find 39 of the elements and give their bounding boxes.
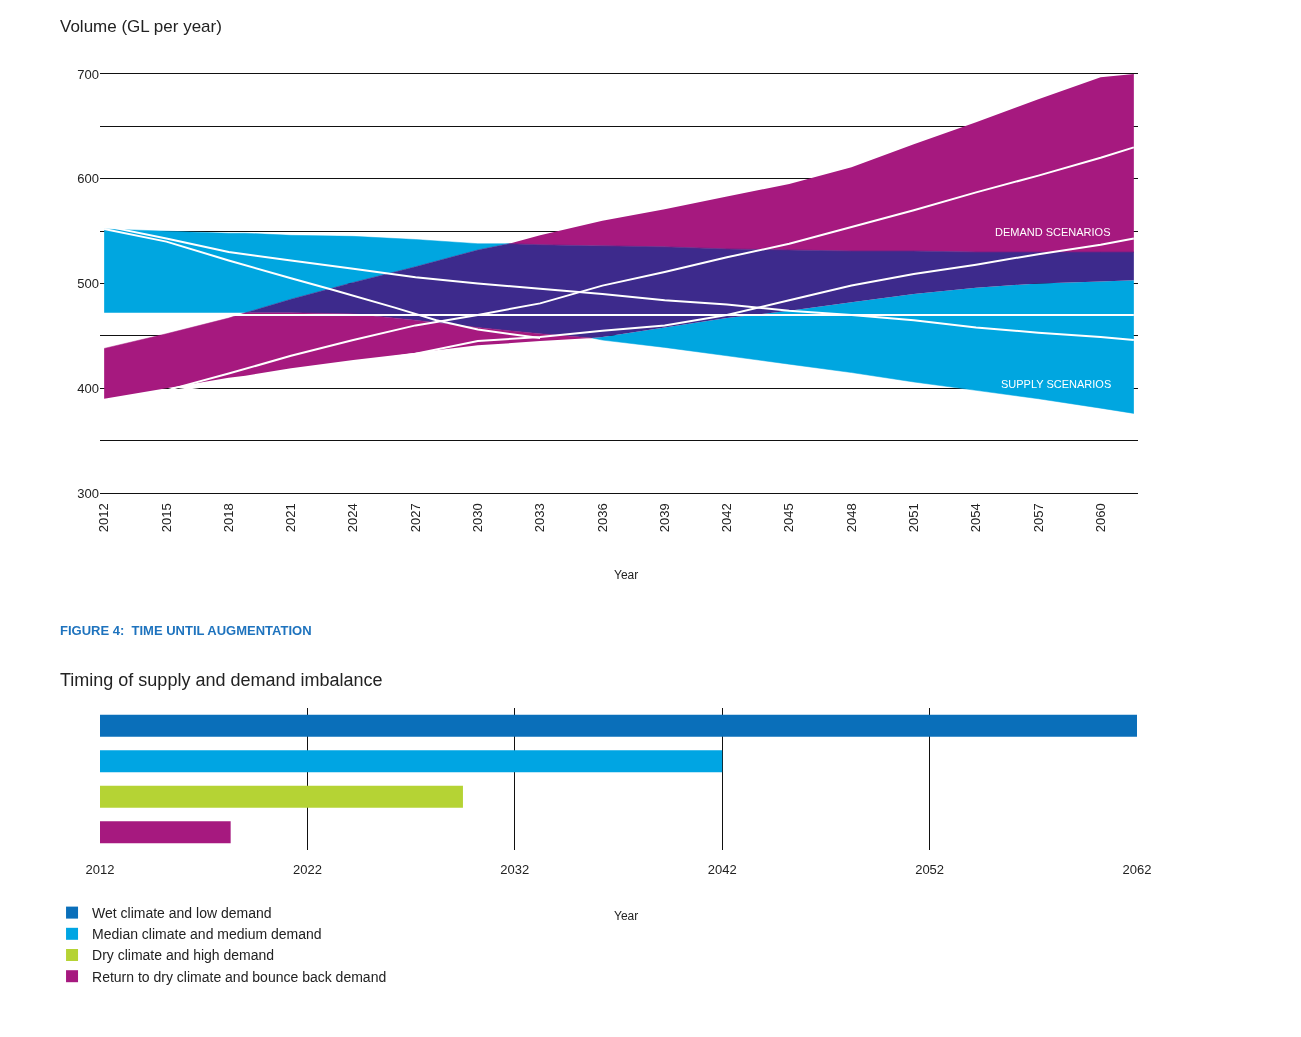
- chart-subtitle: Timing of supply and demand imbalance: [60, 670, 383, 690]
- x-tick-label: 2015: [158, 503, 174, 533]
- chart-title: FIGURE 4: TIME UNTIL AUGMENTATION: [60, 623, 312, 638]
- x-tick-label: 2036: [594, 503, 610, 533]
- x-tick-label: 2012: [96, 503, 112, 533]
- x-tick-label: 2052: [915, 862, 945, 877]
- y-axis-title: Volume (GL per year): [60, 17, 222, 36]
- x-tick-label: 2024: [345, 503, 361, 533]
- x-axis-title: Year: [614, 568, 639, 582]
- x-tick-label: 2062: [1122, 862, 1152, 877]
- x-tick-label: 2022: [292, 862, 322, 877]
- y-tick-label: 700: [77, 66, 99, 82]
- x-tick-label: 2027: [407, 503, 423, 533]
- y-tick-label: 300: [77, 485, 99, 501]
- series-label: DEMAND SCENARIOS: [995, 226, 1111, 238]
- x-tick-label: 2042: [707, 862, 737, 877]
- legend-label: Wet climate and low demand: [92, 905, 272, 922]
- x-tick-label: 2018: [220, 503, 236, 533]
- x-tick-label: 2039: [656, 503, 672, 533]
- x-tick-label: 2042: [719, 503, 735, 533]
- legend-label: Return to dry climate and bounce back demand: [92, 968, 387, 985]
- x-tick-label: 2045: [781, 503, 797, 533]
- x-tick-label: 2054: [968, 503, 984, 533]
- y-tick-label: 400: [77, 380, 99, 396]
- legend-label: Median climate and medium demand: [92, 926, 322, 943]
- x-tick-label: 2030: [470, 503, 486, 533]
- x-tick-label: 2021: [283, 503, 299, 533]
- legend-label: Dry climate and high demand: [92, 947, 275, 964]
- x-tick-label: 2032: [500, 862, 530, 877]
- series-label: SUPPLY SCENARIOS: [1001, 378, 1112, 390]
- x-tick-label: 2033: [532, 503, 548, 533]
- y-tick-label: 500: [77, 276, 99, 292]
- x-tick-label: 2012: [85, 862, 115, 877]
- x-tick-label: 2051: [906, 503, 922, 533]
- x-tick-label: 2057: [1030, 503, 1046, 533]
- x-tick-label: 2048: [843, 503, 859, 533]
- x-tick-label: 2060: [1092, 503, 1108, 533]
- x-axis-title: Year: [614, 909, 639, 923]
- y-tick-label: 600: [77, 171, 99, 187]
